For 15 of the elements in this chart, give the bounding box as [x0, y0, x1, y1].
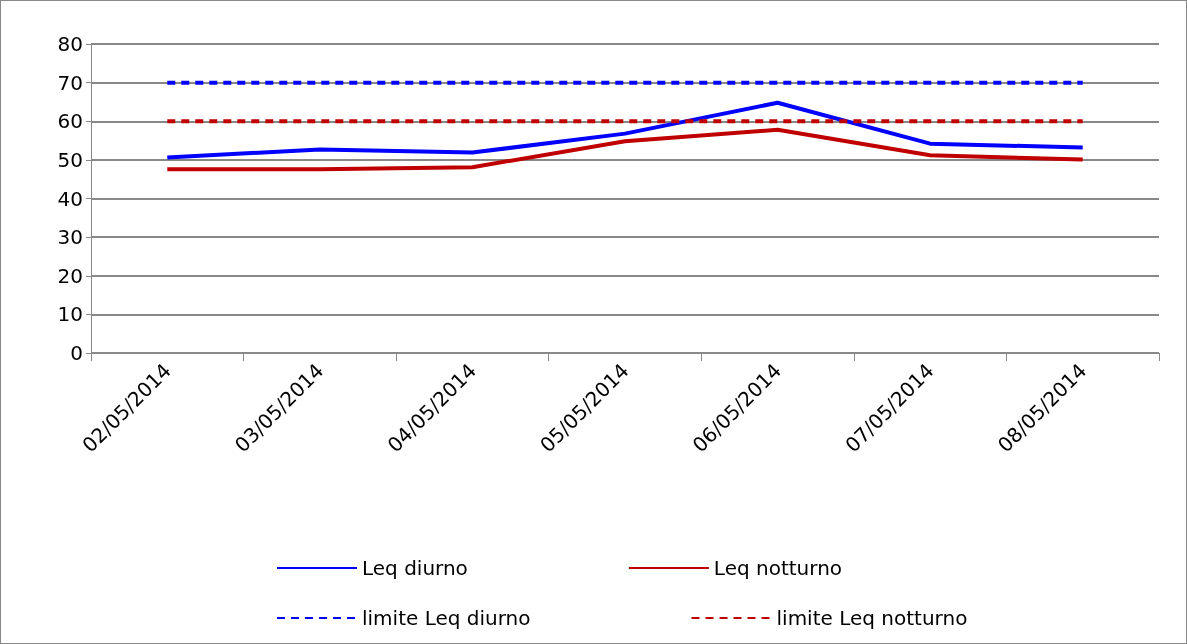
y-tick-label: 20 — [57, 263, 83, 288]
y-tick-label: 0 — [70, 341, 83, 365]
y-tick-label: 50 — [57, 147, 83, 172]
legend-label: Leq notturno — [713, 556, 843, 580]
y-tick-label: 40 — [57, 186, 83, 211]
legend-label: limite Leq diurno — [362, 606, 531, 630]
line-series — [165, 100, 1085, 160]
y-tick-label: 60 — [57, 109, 83, 134]
y-tick-label: 30 — [57, 225, 83, 250]
line-series — [165, 127, 1085, 172]
legend-label: Leq diurno — [362, 556, 468, 580]
legend-label: limite Leq notturno — [776, 606, 968, 630]
y-tick-label: 80 — [57, 32, 83, 56]
y-tick-label: 70 — [57, 70, 83, 95]
y-tick-label: 10 — [57, 302, 83, 327]
